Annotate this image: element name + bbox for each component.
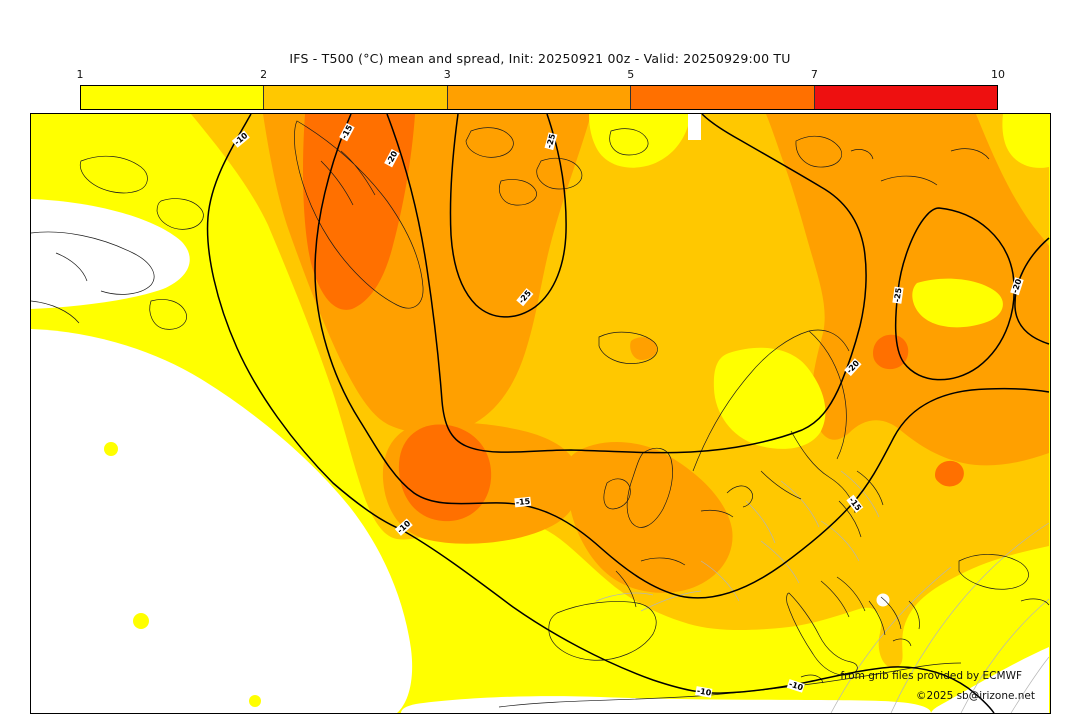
mean-contours [206, 114, 1050, 713]
colorbar [80, 85, 998, 110]
colorbar-segment-3-5 [447, 86, 632, 109]
colorbar-tick-labels: 1 2 3 5 7 10 [0, 68, 1080, 82]
colorbar-tick-3: 3 [443, 68, 451, 81]
colorbar-segment-7-10 [814, 86, 998, 109]
colorbar-segment-2-3 [264, 86, 448, 109]
map-svg [31, 114, 1050, 713]
chart-title: IFS - T500 (°C) mean and spread, Init: 2… [289, 51, 791, 66]
contour-label: -15 [514, 496, 532, 508]
graticule-and-border-lines [595, 470, 1050, 713]
colorbar-tick-7: 7 [810, 68, 818, 81]
colorbar-tick-1: 1 [76, 68, 84, 81]
map-canvas: -10 -15 -20 -25 -25 -25 -20 -20 -15 -10 -15 -10 -10 [30, 113, 1051, 714]
attribution-copyright: ©2025 sb@irizone.net [916, 690, 1035, 702]
colorbar-segment-5-7 [631, 86, 815, 109]
spread-regions-below-1 [31, 199, 1049, 713]
colorbar-tick-2: 2 [260, 68, 268, 81]
colorbar-segment-1-2 [81, 86, 265, 109]
colorbar-tick-10: 10 [991, 68, 1005, 81]
spread-patches-1-2 [589, 114, 1049, 449]
clipped-contour-label-box [688, 114, 701, 140]
attribution-source: from grib files provided by ECMWF [840, 670, 1022, 682]
colorbar-tick-5: 5 [627, 68, 635, 81]
